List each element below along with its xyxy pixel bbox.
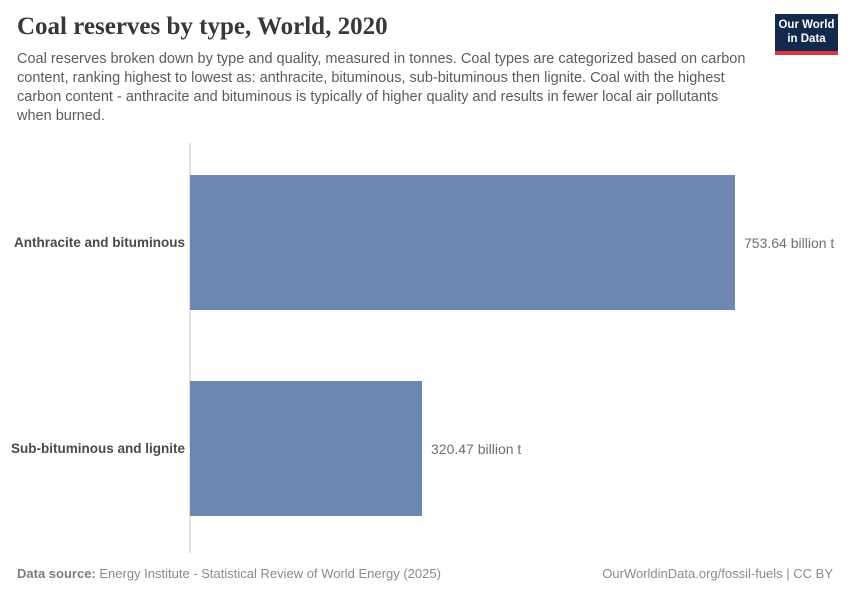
value-label: 753.64 billion t bbox=[744, 234, 835, 251]
value-label: 320.47 billion t bbox=[431, 440, 522, 457]
bar-row-subbituminous-lignite: Sub-bituminous and lignite 320.47 billio… bbox=[0, 381, 850, 516]
bar-row-anthracite-bituminous: Anthracite and bituminous 753.64 billion… bbox=[0, 175, 850, 310]
y-axis-line bbox=[189, 143, 191, 553]
data-source-text: Energy Institute - Statistical Review of… bbox=[99, 566, 441, 581]
owid-logo-line1: Our World bbox=[778, 19, 835, 31]
chart-title: Coal reserves by type, World, 2020 bbox=[17, 13, 388, 40]
chart-subtitle: Coal reserves broken down by type and qu… bbox=[17, 51, 746, 124]
owid-logo: Our World in Data bbox=[775, 14, 838, 55]
chart-header: Coal reserves by type, World, 2020 Coal … bbox=[17, 12, 762, 126]
owid-url-link[interactable]: OurWorldinData.org/fossil-fuels | CC BY bbox=[602, 566, 833, 581]
owid-logo-line2: in Data bbox=[787, 32, 826, 45]
data-source: Data source: Energy Institute - Statisti… bbox=[17, 566, 441, 581]
chart-footer: Data source: Energy Institute - Statisti… bbox=[17, 566, 833, 581]
category-label: Anthracite and bituminous bbox=[13, 235, 185, 250]
bar-subbituminous-lignite[interactable] bbox=[190, 381, 422, 516]
data-source-label: Data source: bbox=[17, 566, 96, 581]
bar-anthracite-bituminous[interactable] bbox=[190, 175, 735, 310]
category-label: Sub-bituminous and lignite bbox=[11, 441, 185, 456]
